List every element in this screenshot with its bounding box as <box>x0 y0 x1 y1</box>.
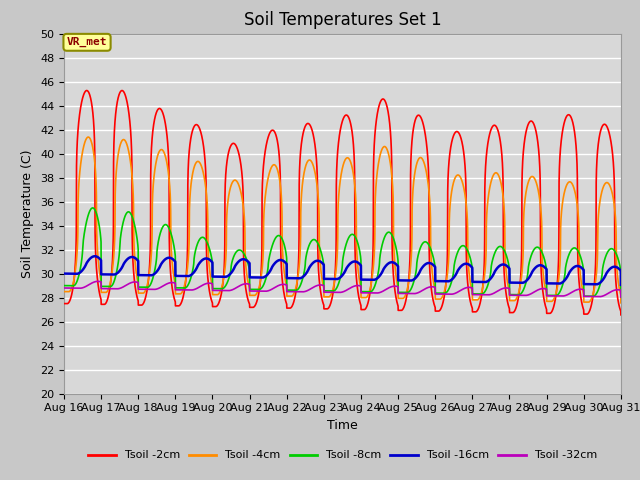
Legend: Tsoil -2cm, Tsoil -4cm, Tsoil -8cm, Tsoil -16cm, Tsoil -32cm: Tsoil -2cm, Tsoil -4cm, Tsoil -8cm, Tsoi… <box>83 446 602 465</box>
Title: Soil Temperatures Set 1: Soil Temperatures Set 1 <box>244 11 441 29</box>
Text: VR_met: VR_met <box>67 37 108 48</box>
Y-axis label: Soil Temperature (C): Soil Temperature (C) <box>22 149 35 278</box>
X-axis label: Time: Time <box>327 419 358 432</box>
